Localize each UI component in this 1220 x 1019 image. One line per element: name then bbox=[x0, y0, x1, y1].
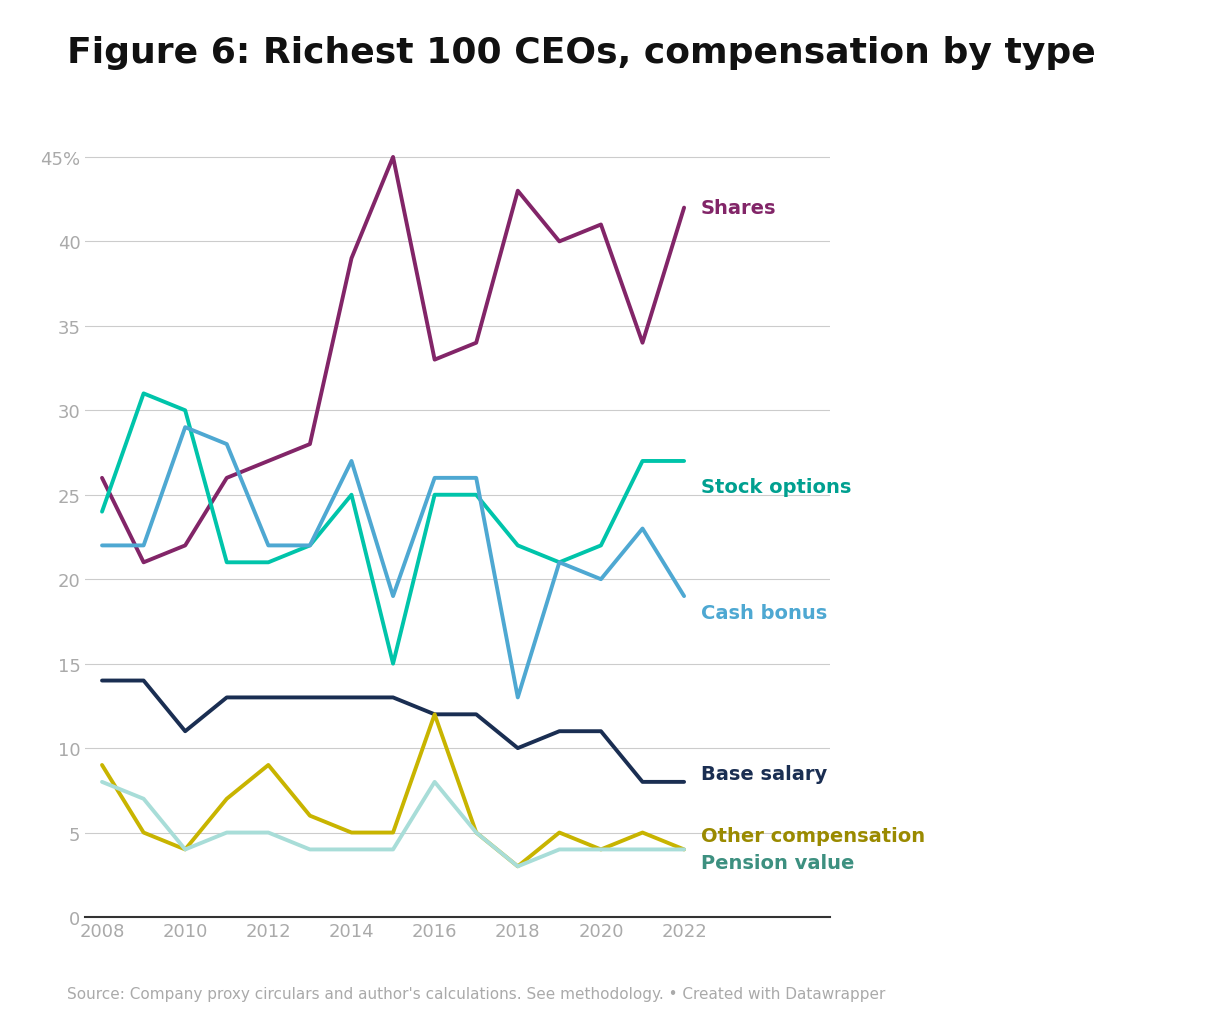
Text: Cash bonus: Cash bonus bbox=[700, 604, 827, 623]
Text: Shares: Shares bbox=[700, 199, 776, 218]
Text: Stock options: Stock options bbox=[700, 477, 852, 496]
Text: Other compensation: Other compensation bbox=[700, 826, 925, 846]
Text: Pension value: Pension value bbox=[700, 854, 854, 872]
Text: Base salary: Base salary bbox=[700, 764, 827, 784]
Text: Source: Company proxy circulars and author's calculations. See methodology. • Cr: Source: Company proxy circulars and auth… bbox=[67, 985, 886, 1001]
Text: Figure 6: Richest 100 CEOs, compensation by type: Figure 6: Richest 100 CEOs, compensation… bbox=[67, 36, 1096, 69]
